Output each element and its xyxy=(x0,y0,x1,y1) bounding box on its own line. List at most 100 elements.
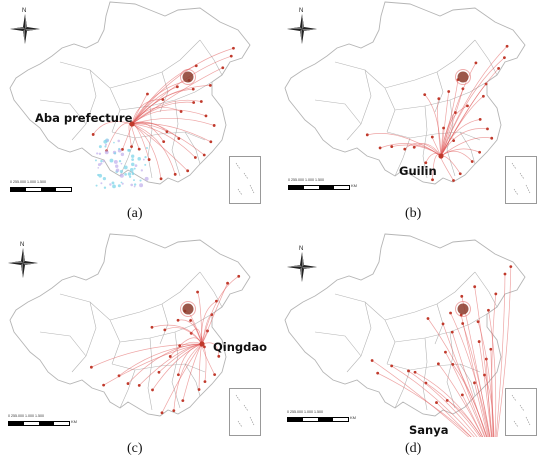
destination-node xyxy=(208,83,212,87)
destination-node xyxy=(177,137,181,140)
destination-node xyxy=(447,90,451,93)
scale-unit: KM xyxy=(351,183,357,188)
destination-node xyxy=(168,355,172,358)
china-map-d xyxy=(284,233,526,437)
destination-node xyxy=(431,178,434,182)
north-arrow-icon xyxy=(10,14,40,44)
destination-node xyxy=(370,359,374,362)
origin-marker xyxy=(129,121,135,127)
destination-node xyxy=(449,311,452,315)
destination-node xyxy=(452,179,455,182)
south-china-sea-inset xyxy=(505,156,537,204)
destination-node xyxy=(473,381,476,385)
destination-node xyxy=(470,160,474,163)
boundaries xyxy=(9,233,251,417)
scale-bar: 0 255.000 1.000 1.500 xyxy=(10,180,76,194)
north-label: N xyxy=(299,246,304,252)
destination-node xyxy=(424,161,428,165)
destination-node xyxy=(197,388,201,391)
destination-node xyxy=(91,133,95,136)
destination-node xyxy=(376,371,380,375)
destination-node xyxy=(426,317,430,320)
destination-node xyxy=(175,85,179,89)
destination-node xyxy=(146,92,149,96)
destination-node xyxy=(445,398,449,402)
destination-node xyxy=(147,158,151,161)
destination-node xyxy=(137,383,141,387)
destination-node xyxy=(442,126,445,130)
destination-node xyxy=(378,146,382,150)
hub-marker xyxy=(457,71,469,83)
destination-node xyxy=(232,46,235,50)
map-panel-a: N Aba prefecture 0 255.000 1.000 1.500 xyxy=(0,0,270,205)
scale-ticks: 0 255.000 1.000 1.500 xyxy=(8,414,44,418)
destination-node xyxy=(390,364,394,368)
destination-node xyxy=(165,130,169,134)
destination-node xyxy=(390,145,394,148)
destination-node xyxy=(483,373,486,377)
scale-ticks: 0 255.000 1.000 1.500 xyxy=(288,178,324,182)
origin-city-label: Sanya xyxy=(409,423,449,437)
south-china-sea-inset xyxy=(505,388,537,436)
destination-node xyxy=(161,98,165,101)
scale-unit: KM xyxy=(350,415,356,420)
destination-node xyxy=(151,388,154,392)
destination-node xyxy=(407,369,410,373)
destination-node xyxy=(436,362,440,366)
destination-node xyxy=(191,87,195,91)
origin-marker xyxy=(438,153,444,159)
china-map-b xyxy=(284,1,526,185)
flow-lines xyxy=(370,265,513,437)
boundaries xyxy=(284,233,526,417)
north-arrow-icon xyxy=(8,248,38,278)
boundaries xyxy=(9,1,251,185)
destination-node xyxy=(365,133,369,137)
destination-node xyxy=(403,147,407,151)
north-label: N xyxy=(22,8,27,14)
destination-node xyxy=(461,322,465,325)
destination-node xyxy=(478,117,482,121)
destination-node xyxy=(137,147,141,151)
destination-node xyxy=(505,44,509,48)
destination-node xyxy=(130,145,133,149)
destination-node xyxy=(160,411,164,415)
north-label: N xyxy=(299,8,304,14)
origin-city-label: Qingdao xyxy=(213,340,268,354)
destination-node xyxy=(159,177,163,181)
destination-node xyxy=(126,382,130,385)
scale-bar: 0 255.000 1.000 1.500 KM xyxy=(288,178,358,192)
speckle-cluster xyxy=(94,138,149,189)
destination-node xyxy=(430,135,434,139)
map-panel-c: N Qingdao 0 255.000 1.000 1.500 KM xyxy=(0,232,270,437)
destination-node xyxy=(176,373,180,377)
destination-node xyxy=(192,101,196,104)
flow-lines xyxy=(89,274,241,415)
destination-node xyxy=(209,140,213,144)
flow-lines xyxy=(365,44,509,182)
destination-node xyxy=(172,409,176,413)
destination-node xyxy=(497,67,501,70)
hub-marker xyxy=(457,303,469,315)
destination-node xyxy=(460,294,464,298)
destination-node xyxy=(451,362,455,366)
destination-node xyxy=(503,272,507,276)
destination-node xyxy=(476,320,480,324)
destination-node xyxy=(194,64,198,68)
south-china-sea-inset xyxy=(229,156,261,204)
destination-node xyxy=(413,370,417,374)
destination-node xyxy=(487,308,490,312)
scale-bar: 0 255.000 1.000 1.500 KM xyxy=(287,410,357,424)
origin-city-label: Aba prefecture xyxy=(35,111,133,125)
destination-node xyxy=(460,393,464,397)
destination-node xyxy=(474,61,478,65)
scale-unit: KM xyxy=(71,419,77,424)
south-china-sea-inset xyxy=(229,388,261,436)
destination-node xyxy=(196,290,199,294)
destination-node xyxy=(509,265,513,269)
destination-node xyxy=(213,373,217,376)
destination-node xyxy=(229,54,233,58)
destination-node xyxy=(163,328,167,332)
scale-bar: 0 255.000 1.000 1.500 KM xyxy=(8,414,78,428)
destination-node xyxy=(226,281,229,285)
destination-node xyxy=(473,285,477,289)
